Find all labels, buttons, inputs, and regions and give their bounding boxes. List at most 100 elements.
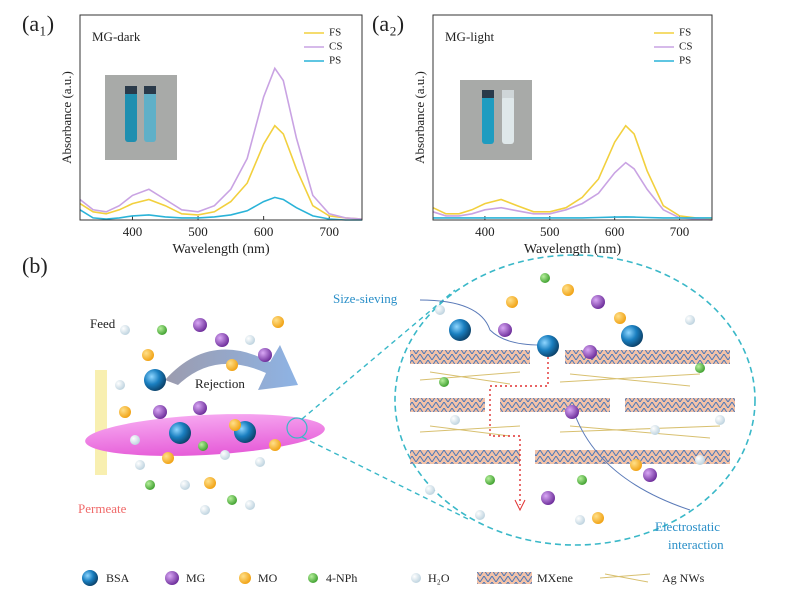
molecule xyxy=(227,495,237,505)
molecule xyxy=(583,345,597,359)
spectrum-line xyxy=(79,196,362,221)
molecule xyxy=(145,480,155,490)
x-tick-label: 400 xyxy=(475,224,495,239)
molecule xyxy=(200,505,210,515)
vial-photo xyxy=(105,75,177,160)
spectrum-line xyxy=(433,216,712,219)
legend-label: CS xyxy=(329,41,342,53)
molecule xyxy=(255,457,265,467)
molecule xyxy=(130,435,140,445)
molecule xyxy=(180,480,190,490)
zoom-spot xyxy=(286,417,308,439)
x-tick-label: 700 xyxy=(670,224,690,239)
molecule xyxy=(450,415,460,425)
molecule xyxy=(577,475,587,485)
diagram-legend: BSA MG MO 4-NPh H₂O MXene Ag NWs xyxy=(82,570,705,586)
flow-path xyxy=(489,347,549,505)
molecule xyxy=(621,325,643,347)
flow-arrowhead xyxy=(514,499,526,512)
molecule xyxy=(269,439,281,451)
molecule xyxy=(592,512,604,524)
molecule xyxy=(169,422,191,444)
rejection-label: Rejection xyxy=(195,376,245,391)
molecule xyxy=(142,349,154,361)
x-axis-label: Wavelength (nm) xyxy=(172,242,270,257)
molecule xyxy=(435,305,445,315)
legend-label: H₂O xyxy=(428,571,450,585)
molecule xyxy=(258,348,272,362)
spectrum-line xyxy=(432,161,713,221)
zoom-line xyxy=(301,436,471,521)
molecules xyxy=(115,273,725,525)
molecule xyxy=(537,335,559,357)
legend-marker xyxy=(239,572,251,584)
molecule xyxy=(220,450,230,460)
legend-label: FS xyxy=(329,27,341,39)
pointer xyxy=(419,299,541,346)
molecule xyxy=(120,325,130,335)
molecule xyxy=(198,441,208,451)
molecule xyxy=(630,459,642,471)
x-tick-label: 700 xyxy=(319,224,339,239)
molecule xyxy=(565,405,579,419)
legend-label: CS xyxy=(679,41,692,53)
molecule xyxy=(485,475,495,485)
legend-label: MXene xyxy=(537,571,573,585)
chart-label: MG-light xyxy=(445,29,495,44)
molecule xyxy=(245,335,255,345)
molecule xyxy=(575,515,585,525)
molecule xyxy=(425,485,435,495)
electrostatic-label: Electrostatic xyxy=(655,519,720,534)
chart-label: MG-dark xyxy=(92,29,141,44)
panel-label: (a₂) xyxy=(372,11,404,36)
molecule xyxy=(245,500,255,510)
permeate-label: Permeate xyxy=(78,501,127,516)
electrostatic-label: interaction xyxy=(668,537,724,552)
molecule xyxy=(135,460,145,470)
legend-marker xyxy=(82,570,98,586)
molecule xyxy=(226,359,238,371)
molecule xyxy=(144,369,166,391)
molecule xyxy=(449,319,471,341)
molecule xyxy=(506,296,518,308)
molecule xyxy=(695,455,705,465)
pointer xyxy=(574,414,691,511)
molecule xyxy=(162,452,174,464)
vial-photo xyxy=(460,80,532,160)
molecule xyxy=(541,491,555,505)
membrane xyxy=(85,414,325,456)
x-tick-label: 600 xyxy=(605,224,625,239)
molecule xyxy=(157,325,167,335)
plot-frame xyxy=(79,14,363,221)
molecule xyxy=(193,318,207,332)
plot-frame xyxy=(432,14,713,221)
molecule xyxy=(685,315,695,325)
ag-nws xyxy=(419,371,721,439)
x-axis-label: Wavelength (nm) xyxy=(524,242,622,257)
molecule xyxy=(498,323,512,337)
rejection-arrow xyxy=(165,345,298,390)
x-tick-label: 400 xyxy=(123,224,143,239)
molecule xyxy=(215,333,229,347)
molecule xyxy=(614,312,626,324)
legend-label: MG xyxy=(186,571,206,585)
molecule xyxy=(562,284,574,296)
molecule xyxy=(695,363,705,373)
mxene-layers xyxy=(410,350,735,464)
y-axis-label: Absorbance (a.u.) xyxy=(412,71,427,164)
legend-label: PS xyxy=(329,55,341,67)
legend-marker xyxy=(411,573,421,583)
legend-label: 4-NPh xyxy=(326,571,357,585)
legend-label: FS xyxy=(679,27,691,39)
zoom-line xyxy=(301,289,456,420)
molecule xyxy=(643,468,657,482)
molecule xyxy=(715,415,725,425)
legend-label: BSA xyxy=(106,571,130,585)
molecule xyxy=(591,295,605,309)
y-axis-label: Absorbance (a.u.) xyxy=(59,71,74,164)
molecule xyxy=(193,401,207,415)
legend-label: PS xyxy=(679,55,691,67)
spectrum-line xyxy=(79,124,363,220)
x-tick-label: 500 xyxy=(188,224,208,239)
flow-bar xyxy=(95,370,107,475)
